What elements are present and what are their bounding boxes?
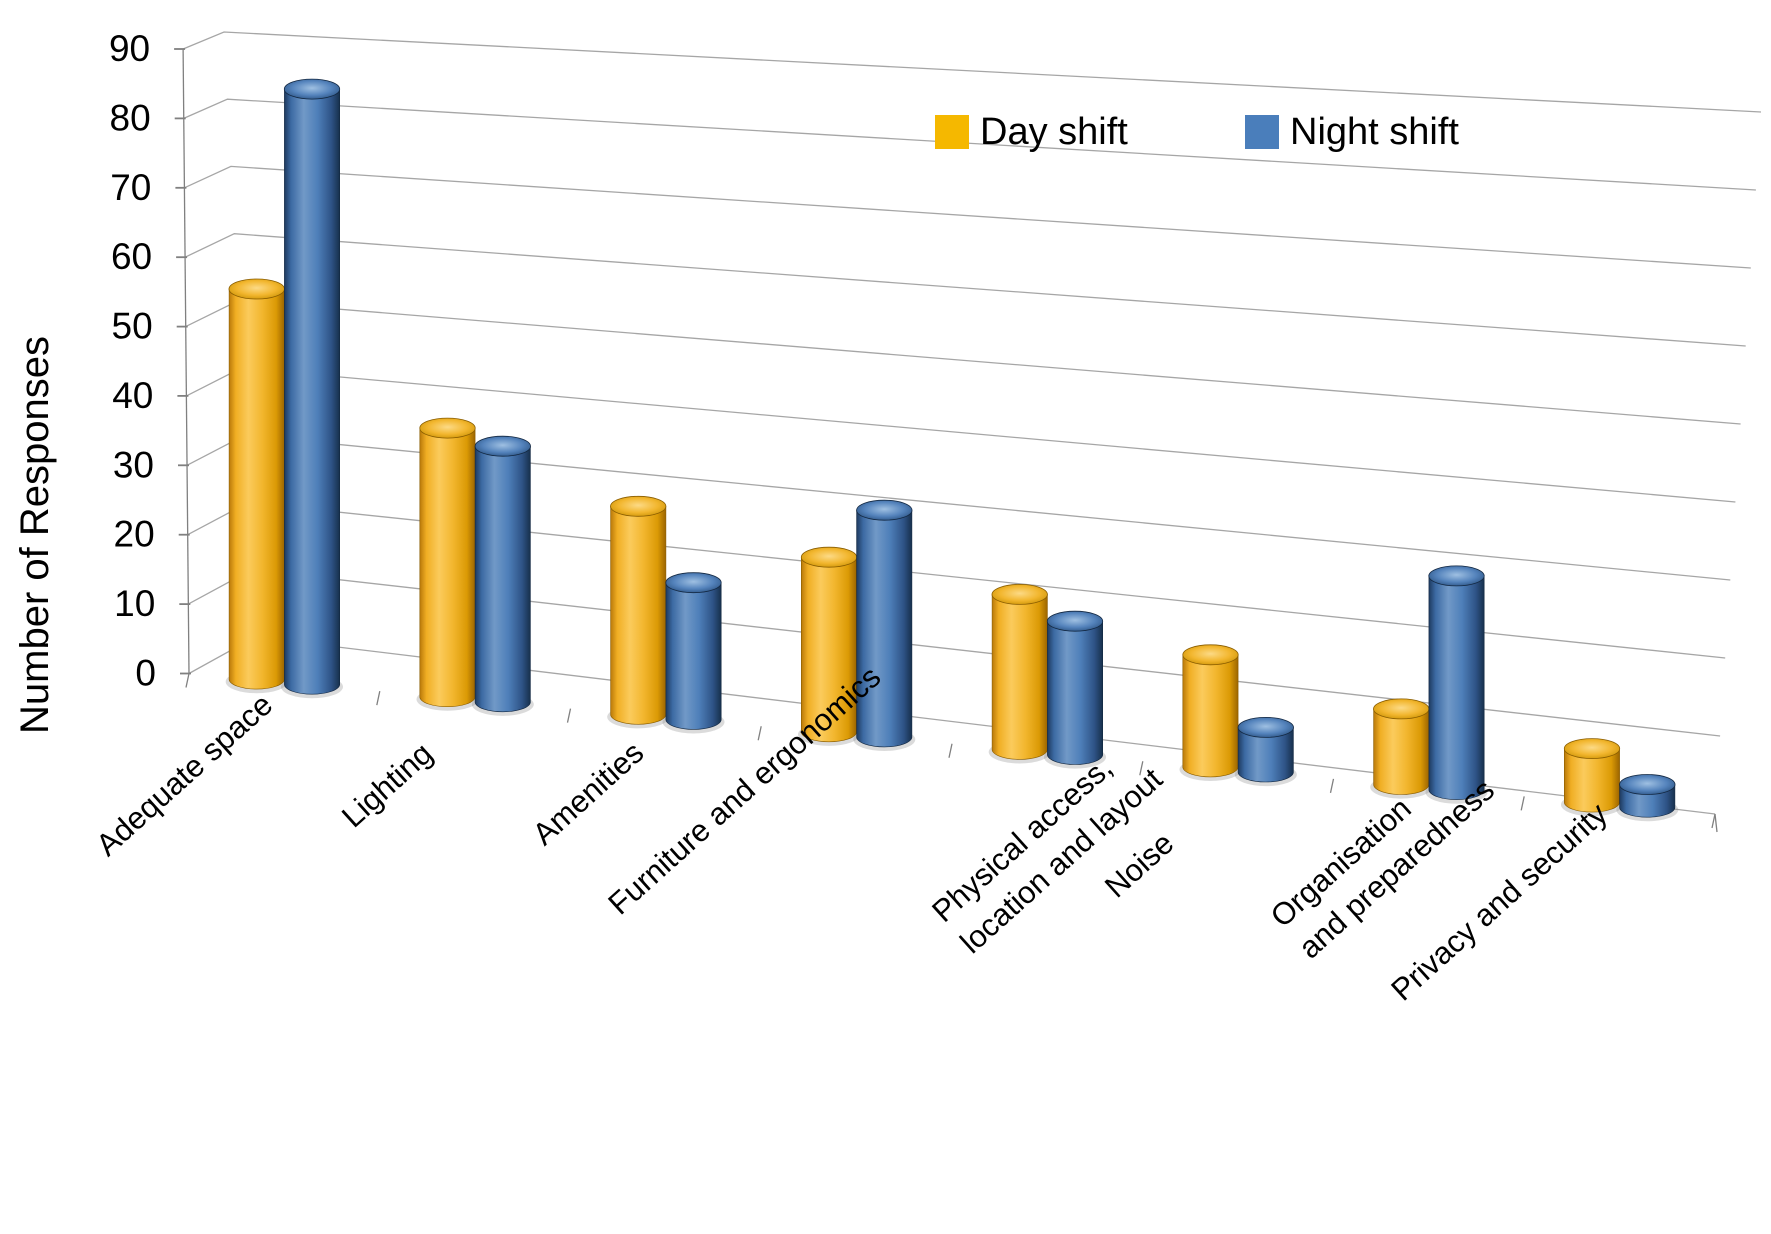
svg-text:60: 60 — [111, 236, 152, 277]
svg-text:Night shift: Night shift — [1290, 111, 1459, 153]
svg-text:80: 80 — [110, 97, 151, 138]
svg-text:20: 20 — [114, 514, 155, 555]
svg-text:0: 0 — [135, 653, 156, 694]
svg-text:Number of Responses: Number of Responses — [13, 336, 57, 734]
svg-text:50: 50 — [112, 306, 153, 347]
svg-text:70: 70 — [110, 167, 151, 208]
svg-text:30: 30 — [113, 444, 154, 485]
svg-text:40: 40 — [112, 375, 153, 416]
svg-text:90: 90 — [109, 28, 150, 69]
svg-text:Day shift: Day shift — [980, 111, 1128, 153]
svg-text:10: 10 — [114, 583, 155, 624]
